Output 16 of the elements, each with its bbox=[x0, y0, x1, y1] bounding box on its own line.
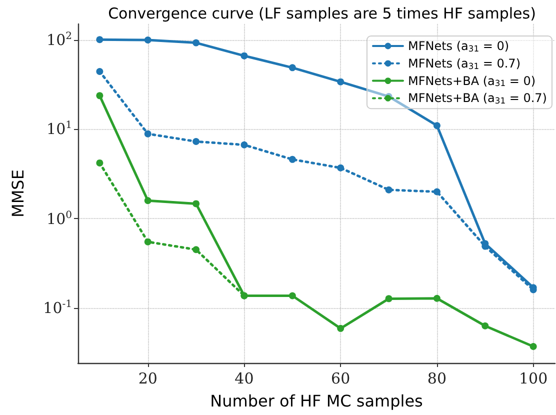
y-tick-label: 10$^{2}$ bbox=[46, 30, 72, 50]
x-tick-label: 20 bbox=[138, 370, 158, 388]
chart-title: Convergence curve (LF samples are 5 times HF samples) bbox=[108, 4, 536, 22]
x-tick-label: 100 bbox=[519, 370, 548, 388]
legend-label: MFNets (a31 = 0) bbox=[408, 39, 510, 54]
y-tick-label: 10$^{-1}$ bbox=[43, 298, 72, 318]
legend-label: MFNets+BA (a31 = 0) bbox=[408, 74, 536, 88]
x-tick-label: 40 bbox=[234, 370, 254, 388]
x-tick-label: 60 bbox=[331, 370, 350, 388]
y-tick-label: 10$^{1}$ bbox=[46, 119, 72, 140]
x-tick-label: 80 bbox=[427, 370, 446, 388]
legend-label: MFNets+BA (a31 = 0.7) bbox=[408, 91, 548, 106]
y-tick-label: 10$^{0}$ bbox=[46, 208, 72, 229]
x-axis-title: Number of HF MC samples bbox=[210, 392, 423, 410]
legend-label: MFNets (a31 = 0.7) bbox=[408, 56, 521, 71]
y-axis-title: MMSE bbox=[8, 170, 28, 218]
